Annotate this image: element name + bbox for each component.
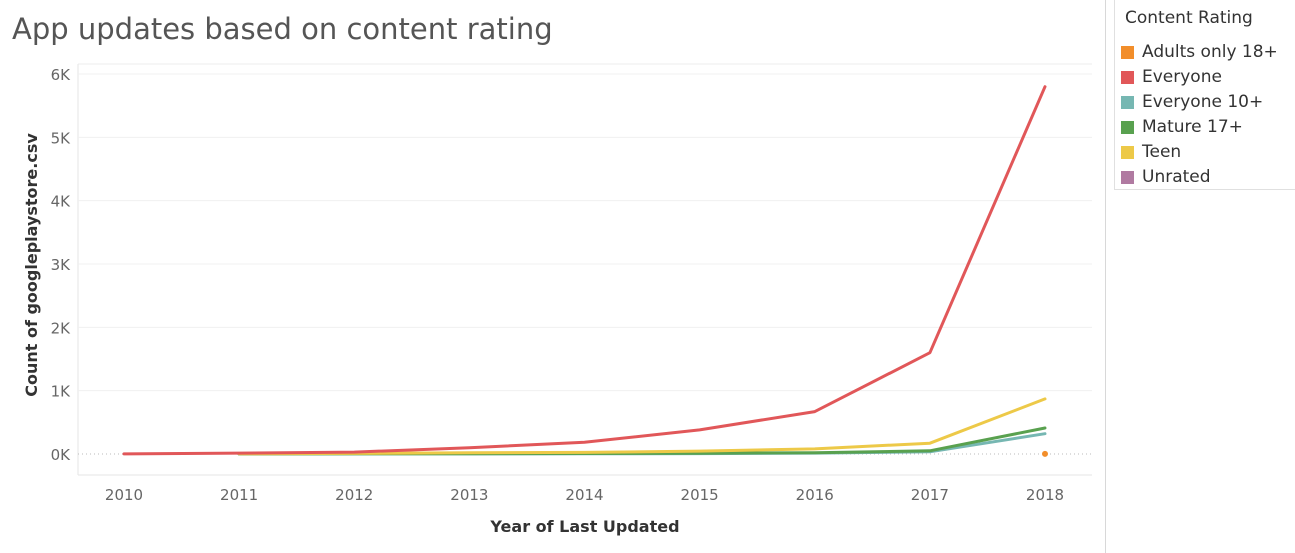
legend-item-unrated[interactable]: Unrated	[1121, 166, 1211, 188]
series-line-everyone[interactable]	[122, 85, 1047, 456]
legend-label: Everyone	[1142, 67, 1222, 87]
legend-item-everyone-10[interactable]: Everyone 10+	[1121, 91, 1263, 113]
series-line-teen[interactable]	[237, 397, 1047, 456]
series-point-adults-only-18[interactable]	[1042, 450, 1048, 457]
legend-item-everyone[interactable]: Everyone	[1121, 66, 1222, 88]
legend-item-adults-only-18[interactable]: Adults only 18+	[1121, 41, 1278, 63]
legend-swatch	[1121, 70, 1134, 84]
x-tick-label: 2012	[335, 486, 373, 504]
y-tick-label: 1K	[51, 383, 72, 401]
legend-item-teen[interactable]: Teen	[1121, 141, 1181, 163]
x-tick-label: 2010	[105, 486, 143, 504]
y-axis-title: Count of googleplaystore.csv	[22, 133, 41, 397]
legend-swatch	[1121, 95, 1134, 109]
legend-label: Everyone 10+	[1142, 92, 1264, 112]
x-tick-label: 2013	[450, 486, 488, 504]
y-axis-ticks: 0K 1K 2K 3K 4K 5K 6K	[51, 66, 72, 464]
legend-swatch	[1121, 170, 1134, 184]
legend-label: Teen	[1142, 142, 1182, 162]
legend-title: Content Rating	[1125, 8, 1253, 28]
legend-panel: Content Rating Adults only 18+ Everyone Ev…	[1105, 0, 1295, 553]
gridlines	[77, 63, 1092, 476]
y-tick-label: 5K	[51, 129, 72, 147]
y-tick-label: 2K	[51, 319, 72, 337]
x-tick-label: 2011	[220, 486, 258, 504]
legend-swatch	[1121, 45, 1134, 59]
legend: Content Rating Adults only 18+ Everyone Ev…	[1114, 0, 1295, 190]
x-axis-title: Year of Last Updated	[489, 517, 679, 536]
x-tick-label: 2017	[911, 486, 949, 504]
legend-swatch	[1121, 145, 1134, 159]
x-tick-label: 2018	[1026, 486, 1064, 504]
legend-item-mature-17[interactable]: Mature 17+	[1121, 116, 1243, 138]
x-tick-label: 2016	[796, 486, 834, 504]
x-axis-ticks: 2010 2011 2012 2013 2014 2015 2016 2017 2018	[105, 486, 1064, 504]
y-tick-label: 4K	[51, 193, 72, 211]
chart-title: App updates based on content rating	[12, 12, 553, 46]
series-line-mature-17[interactable]	[237, 426, 1047, 456]
y-tick-label: 6K	[51, 66, 72, 84]
legend-label: Unrated	[1142, 167, 1211, 187]
y-tick-label: 3K	[51, 256, 72, 274]
x-tick-label: 2014	[565, 486, 603, 504]
legend-label: Mature 17+	[1142, 117, 1243, 137]
legend-swatch	[1121, 120, 1134, 134]
legend-label: Adults only 18+	[1142, 42, 1278, 62]
x-tick-label: 2015	[681, 486, 719, 504]
series-lines	[122, 85, 1048, 457]
y-tick-label: 0K	[51, 446, 72, 464]
